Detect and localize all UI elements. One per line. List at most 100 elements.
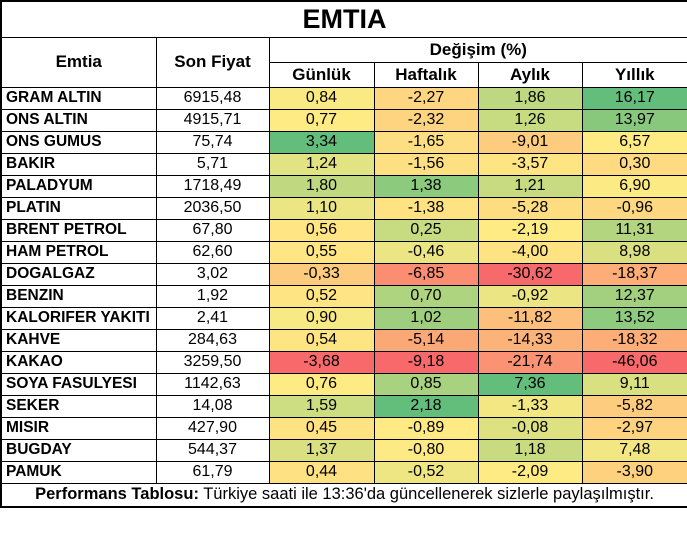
change-cell: 0,25	[373, 218, 479, 242]
table-row: DOGALGAZ 3,02 -0,33 -6,85 -30,62 -18,37	[0, 262, 687, 286]
table-row: KAHVE 284,63 0,54 -5,14 -14,33 -18,32	[0, 328, 687, 352]
table-row: GRAM ALTIN 6915,48 0,84 -2,27 1,86 16,17	[0, 86, 687, 110]
emtia-table: EMTIA Emtia Son Fiyat Değişim (%) Günlük…	[0, 0, 687, 508]
price-cell: 3,02	[155, 262, 270, 286]
table-row: BENZIN 1,92 0,52 0,70 -0,92 12,37	[0, 284, 687, 308]
commodity-name-cell: PLATIN	[0, 196, 157, 220]
change-cell: 0,30	[581, 152, 687, 176]
change-cell: -1,56	[373, 152, 479, 176]
change-cell: -18,37	[581, 262, 687, 286]
table-row: PALADYUM 1718,49 1,80 1,38 1,21 6,90	[0, 174, 687, 198]
change-cell: 9,11	[581, 372, 687, 396]
change-cell: 0,84	[268, 86, 375, 110]
title-row: EMTIA	[0, 0, 687, 38]
commodity-name-cell: SEKER	[0, 394, 157, 418]
commodity-name-cell: DOGALGAZ	[0, 262, 157, 286]
price-cell: 1718,49	[155, 174, 270, 198]
table-row: PAMUK 61,79 0,44 -0,52 -2,09 -3,90	[0, 460, 687, 484]
price-cell: 284,63	[155, 328, 270, 352]
commodity-name-cell: ONS ALTIN	[0, 108, 157, 132]
change-cell: -0,33	[268, 262, 375, 286]
change-cell: -9,18	[373, 350, 479, 374]
price-cell: 1142,63	[155, 372, 270, 396]
commodities-performance-table: EMTIA Emtia Son Fiyat Değişim (%) Günlük…	[0, 0, 687, 508]
period-header: Aylık	[477, 61, 583, 88]
change-cell: -18,32	[581, 328, 687, 352]
price-cell: 3259,50	[155, 350, 270, 374]
change-cell: 0,56	[268, 218, 375, 242]
change-cell: 6,57	[581, 130, 687, 154]
change-cell: -1,33	[477, 394, 583, 418]
price-cell: 2,41	[155, 306, 270, 330]
commodity-name-cell: BRENT PETROL	[0, 218, 157, 242]
table-row: KALORIFER YAKITI 2,41 0,90 1,02 -11,82 13,52	[0, 306, 687, 330]
commodity-name-cell: PAMUK	[0, 460, 157, 484]
change-cell: 2,18	[373, 394, 479, 418]
change-cell: -6,85	[373, 262, 479, 286]
change-cell: 3,34	[268, 130, 375, 154]
change-cell: -0,92	[477, 284, 583, 308]
price-cell: 427,90	[155, 416, 270, 440]
commodity-name-cell: KAHVE	[0, 328, 157, 352]
price-cell: 6915,48	[155, 86, 270, 110]
change-cell: -9,01	[477, 130, 583, 154]
change-cell: 1,26	[477, 108, 583, 132]
change-cell: 0,76	[268, 372, 375, 396]
change-cell: -2,97	[581, 416, 687, 440]
commodity-name-cell: KALORIFER YAKITI	[0, 306, 157, 330]
change-cell: 1,86	[477, 86, 583, 110]
price-cell: 61,79	[155, 460, 270, 484]
price-cell: 14,08	[155, 394, 270, 418]
change-cell: -1,38	[373, 196, 479, 220]
change-cell: -0,46	[373, 240, 479, 264]
change-cell: 8,98	[581, 240, 687, 264]
commodity-name-cell: BENZIN	[0, 284, 157, 308]
change-cell: 11,31	[581, 218, 687, 242]
change-cell: 0,85	[373, 372, 479, 396]
change-cell: 0,90	[268, 306, 375, 330]
commodity-name-cell: BAKIR	[0, 152, 157, 176]
change-cell: 7,36	[477, 372, 583, 396]
price-cell: 1,92	[155, 284, 270, 308]
change-cell: 0,44	[268, 460, 375, 484]
table-row: MISIR 427,90 0,45 -0,89 -0,08 -2,97	[0, 416, 687, 440]
change-cell: -21,74	[477, 350, 583, 374]
change-cell: 0,45	[268, 416, 375, 440]
commodity-name-cell: SOYA FASULYESI	[0, 372, 157, 396]
change-cell: 1,10	[268, 196, 375, 220]
commodity-name-cell: GRAM ALTIN	[0, 86, 157, 110]
footer-note-text: Türkiye saati ile 13:36'da güncellenerek…	[198, 485, 654, 504]
change-cell: 0,70	[373, 284, 479, 308]
change-cell: -2,09	[477, 460, 583, 484]
period-header: Yıllık	[581, 61, 687, 88]
column-header-son-fiyat: Son Fiyat	[155, 36, 270, 88]
price-cell: 67,80	[155, 218, 270, 242]
footer-note-lead: Performans Tablosu:	[35, 485, 199, 504]
change-cell: 6,90	[581, 174, 687, 198]
change-cell: -0,96	[581, 196, 687, 220]
period-header: Haftalık	[373, 61, 479, 88]
change-cell: 12,37	[581, 284, 687, 308]
table-row: ONS GUMUS 75,74 3,34 -1,65 -9,01 6,57	[0, 130, 687, 154]
table-row: ONS ALTIN 4915,71 0,77 -2,32 1,26 13,97	[0, 108, 687, 132]
table-row: SOYA FASULYESI 1142,63 0,76 0,85 7,36 9,11	[0, 372, 687, 396]
change-cell: -5,14	[373, 328, 479, 352]
commodity-name-cell: KAKAO	[0, 350, 157, 374]
change-cell: 13,52	[581, 306, 687, 330]
table-row: BAKIR 5,71 1,24 -1,56 -3,57 0,30	[0, 152, 687, 176]
column-header-degisim: Değişim (%)	[268, 36, 687, 63]
change-cell: 0,54	[268, 328, 375, 352]
change-cell: -2,27	[373, 86, 479, 110]
change-cell: 7,48	[581, 438, 687, 462]
change-cell: -5,28	[477, 196, 583, 220]
change-cell: -3,68	[268, 350, 375, 374]
table-row: PLATIN 2036,50 1,10 -1,38 -5,28 -0,96	[0, 196, 687, 220]
price-cell: 75,74	[155, 130, 270, 154]
table-row: BUGDAY 544,37 1,37 -0,80 1,18 7,48	[0, 438, 687, 462]
change-cell: 1,02	[373, 306, 479, 330]
change-cell: -5,82	[581, 394, 687, 418]
change-cell: 1,59	[268, 394, 375, 418]
change-cell: -0,08	[477, 416, 583, 440]
change-cell: -0,80	[373, 438, 479, 462]
change-cell: 13,97	[581, 108, 687, 132]
